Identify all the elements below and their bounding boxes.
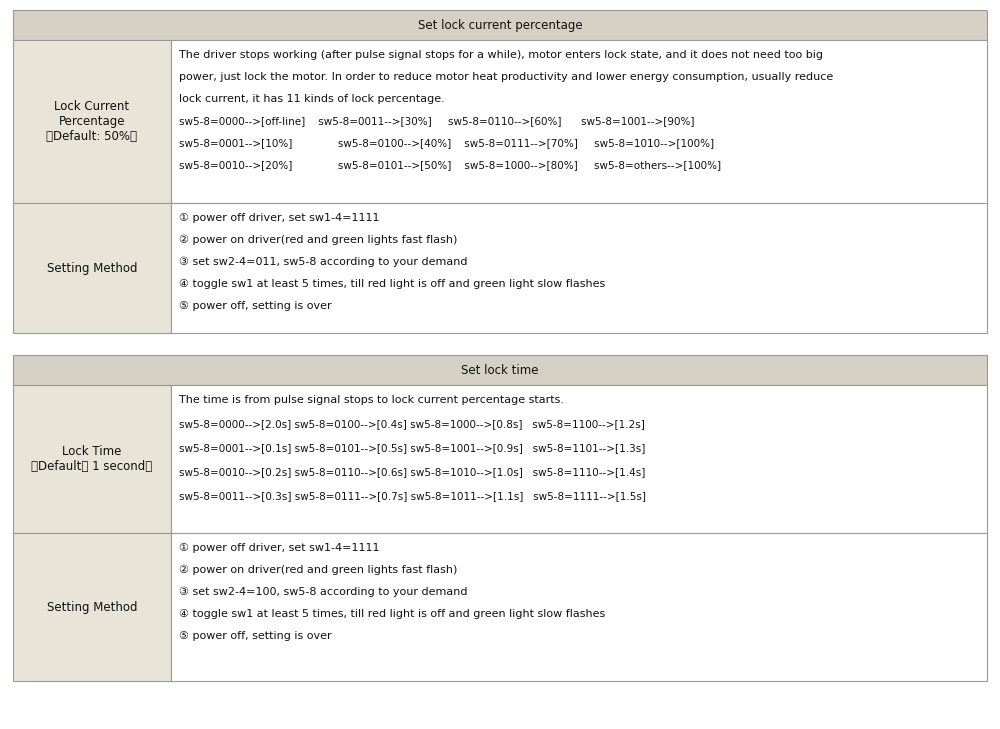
Bar bbox=[13, 40, 171, 203]
Text: ⑤ power off, setting is over: ⑤ power off, setting is over bbox=[179, 631, 331, 641]
Text: ⑤ power off, setting is over: ⑤ power off, setting is over bbox=[179, 301, 331, 311]
Bar bbox=[13, 385, 171, 533]
Text: The time is from pulse signal stops to lock current percentage starts.: The time is from pulse signal stops to l… bbox=[179, 395, 564, 405]
Text: sw5-8=0000-->[2.0s] sw5-8=0100-->[0.4s] sw5-8=1000-->[0.8s]   sw5-8=1100-->[1.2s: sw5-8=0000-->[2.0s] sw5-8=0100-->[0.4s] … bbox=[179, 419, 645, 429]
Text: ③ set sw2-4=011, sw5-8 according to your demand: ③ set sw2-4=011, sw5-8 according to your… bbox=[179, 257, 467, 268]
Bar bbox=[13, 533, 171, 681]
Text: ④ toggle sw1 at least 5 times, till red light is off and green light slow flashe: ④ toggle sw1 at least 5 times, till red … bbox=[179, 609, 605, 619]
Text: ③ set sw2-4=100, sw5-8 according to your demand: ③ set sw2-4=100, sw5-8 according to your… bbox=[179, 587, 467, 597]
Text: ① power off driver, set sw1-4=1111: ① power off driver, set sw1-4=1111 bbox=[179, 213, 379, 223]
Text: ② power on driver(red and green lights fast flash): ② power on driver(red and green lights f… bbox=[179, 565, 457, 575]
Text: ② power on driver(red and green lights fast flash): ② power on driver(red and green lights f… bbox=[179, 235, 457, 246]
Text: sw5-8=0010-->[0.2s] sw5-8=0110-->[0.6s] sw5-8=1010-->[1.0s]   sw5-8=1110-->[1.4s: sw5-8=0010-->[0.2s] sw5-8=0110-->[0.6s] … bbox=[179, 467, 645, 477]
Text: Setting Method: Setting Method bbox=[47, 601, 137, 614]
Text: sw5-8=0000-->[off-line]    sw5-8=0011-->[30%]     sw5-8=0110-->[60%]      sw5-8=: sw5-8=0000-->[off-line] sw5-8=0011-->[30… bbox=[179, 116, 694, 126]
Text: Setting Method: Setting Method bbox=[47, 262, 137, 275]
Text: ① power off driver, set sw1-4=1111: ① power off driver, set sw1-4=1111 bbox=[179, 543, 379, 553]
Bar bbox=[171, 203, 987, 333]
Text: Set lock current percentage: Set lock current percentage bbox=[418, 18, 582, 31]
Bar bbox=[171, 385, 987, 533]
Text: power, just lock the motor. In order to reduce motor heat productivity and lower: power, just lock the motor. In order to … bbox=[179, 72, 833, 82]
Bar bbox=[13, 10, 987, 40]
Text: ④ toggle sw1 at least 5 times, till red light is off and green light slow flashe: ④ toggle sw1 at least 5 times, till red … bbox=[179, 279, 605, 289]
Text: sw5-8=0010-->[20%]              sw5-8=0101-->[50%]    sw5-8=1000-->[80%]     sw5: sw5-8=0010-->[20%] sw5-8=0101-->[50%] sw… bbox=[179, 160, 721, 170]
Text: sw5-8=0011-->[0.3s] sw5-8=0111-->[0.7s] sw5-8=1011-->[1.1s]   sw5-8=1111-->[1.5s: sw5-8=0011-->[0.3s] sw5-8=0111-->[0.7s] … bbox=[179, 491, 646, 501]
Text: Set lock time: Set lock time bbox=[461, 364, 539, 376]
Text: Lock Time
（Default： 1 second）: Lock Time （Default： 1 second） bbox=[31, 445, 153, 473]
Bar bbox=[171, 40, 987, 203]
Text: sw5-8=0001-->[0.1s] sw5-8=0101-->[0.5s] sw5-8=1001-->[0.9s]   sw5-8=1101-->[1.3s: sw5-8=0001-->[0.1s] sw5-8=0101-->[0.5s] … bbox=[179, 443, 645, 453]
Text: Lock Current
Percentage
（Default: 50%）: Lock Current Percentage （Default: 50%） bbox=[46, 100, 137, 143]
Text: The driver stops working (after pulse signal stops for a while), motor enters lo: The driver stops working (after pulse si… bbox=[179, 50, 823, 60]
Text: sw5-8=0001-->[10%]              sw5-8=0100-->[40%]    sw5-8=0111-->[70%]     sw5: sw5-8=0001-->[10%] sw5-8=0100-->[40%] sw… bbox=[179, 138, 714, 148]
Text: lock current, it has 11 kinds of lock percentage.: lock current, it has 11 kinds of lock pe… bbox=[179, 94, 445, 104]
Bar bbox=[171, 533, 987, 681]
Bar bbox=[13, 355, 987, 385]
Bar bbox=[13, 203, 171, 333]
